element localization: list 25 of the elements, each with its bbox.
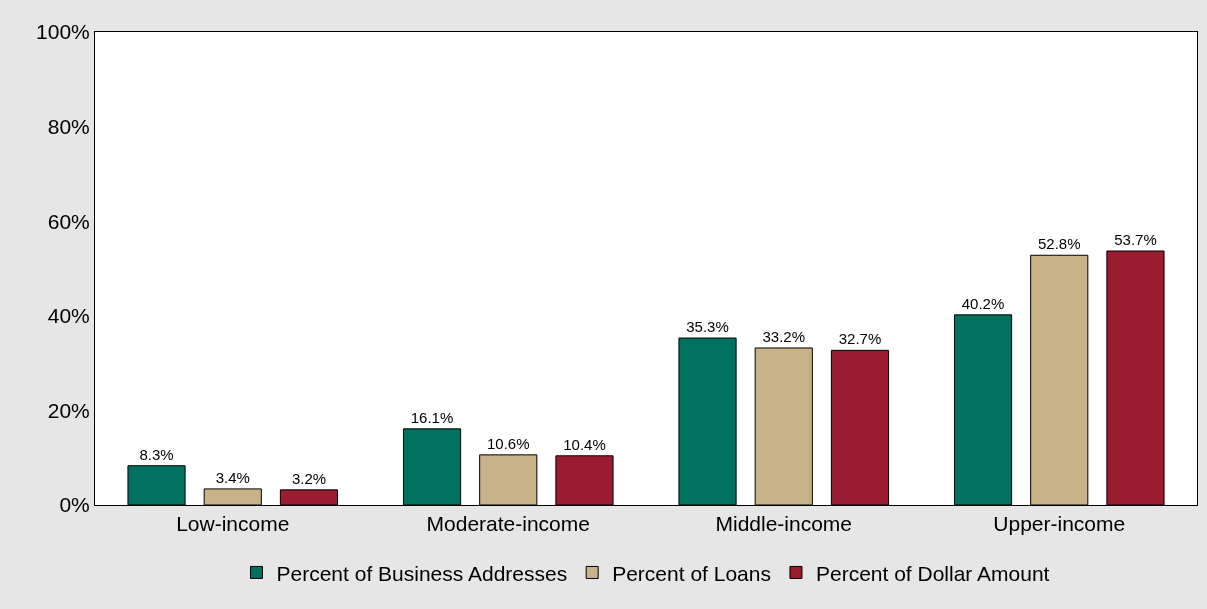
text: 33.2% bbox=[762, 327, 806, 345]
text: 32.7% bbox=[838, 330, 882, 348]
x-tick-label: Upper-income bbox=[993, 512, 1126, 536]
y-tick-label: 0% bbox=[59, 493, 90, 517]
x-tick-label: Low-income bbox=[176, 512, 290, 536]
x-tick-label: Moderate-income bbox=[426, 512, 590, 536]
text: 16.1% bbox=[410, 408, 454, 426]
y-tick-label: 20% bbox=[47, 398, 90, 422]
text: 3.4% bbox=[215, 468, 250, 486]
text: 10.4% bbox=[563, 435, 606, 453]
text: 8.3% bbox=[139, 445, 174, 463]
y-tick-label: 40% bbox=[47, 304, 90, 328]
legend-label: Percent of Business Addresses bbox=[276, 561, 568, 585]
legend-label: Percent of Loans bbox=[612, 561, 771, 585]
text: 3.2% bbox=[291, 469, 327, 487]
text: 10.6% bbox=[486, 434, 530, 452]
text: 53.7% bbox=[1114, 231, 1157, 248]
legend-label: Percent of Dollar Amount bbox=[815, 561, 1050, 585]
y-tick-label: 60% bbox=[47, 209, 90, 233]
y-tick-label: 80% bbox=[47, 114, 90, 138]
y-tick-label: 100% bbox=[36, 20, 90, 44]
text: 35.3% bbox=[686, 318, 729, 336]
text: 40.2% bbox=[961, 294, 1005, 312]
text: 52.8% bbox=[1037, 235, 1081, 253]
x-tick-label: Middle-income bbox=[715, 512, 853, 536]
